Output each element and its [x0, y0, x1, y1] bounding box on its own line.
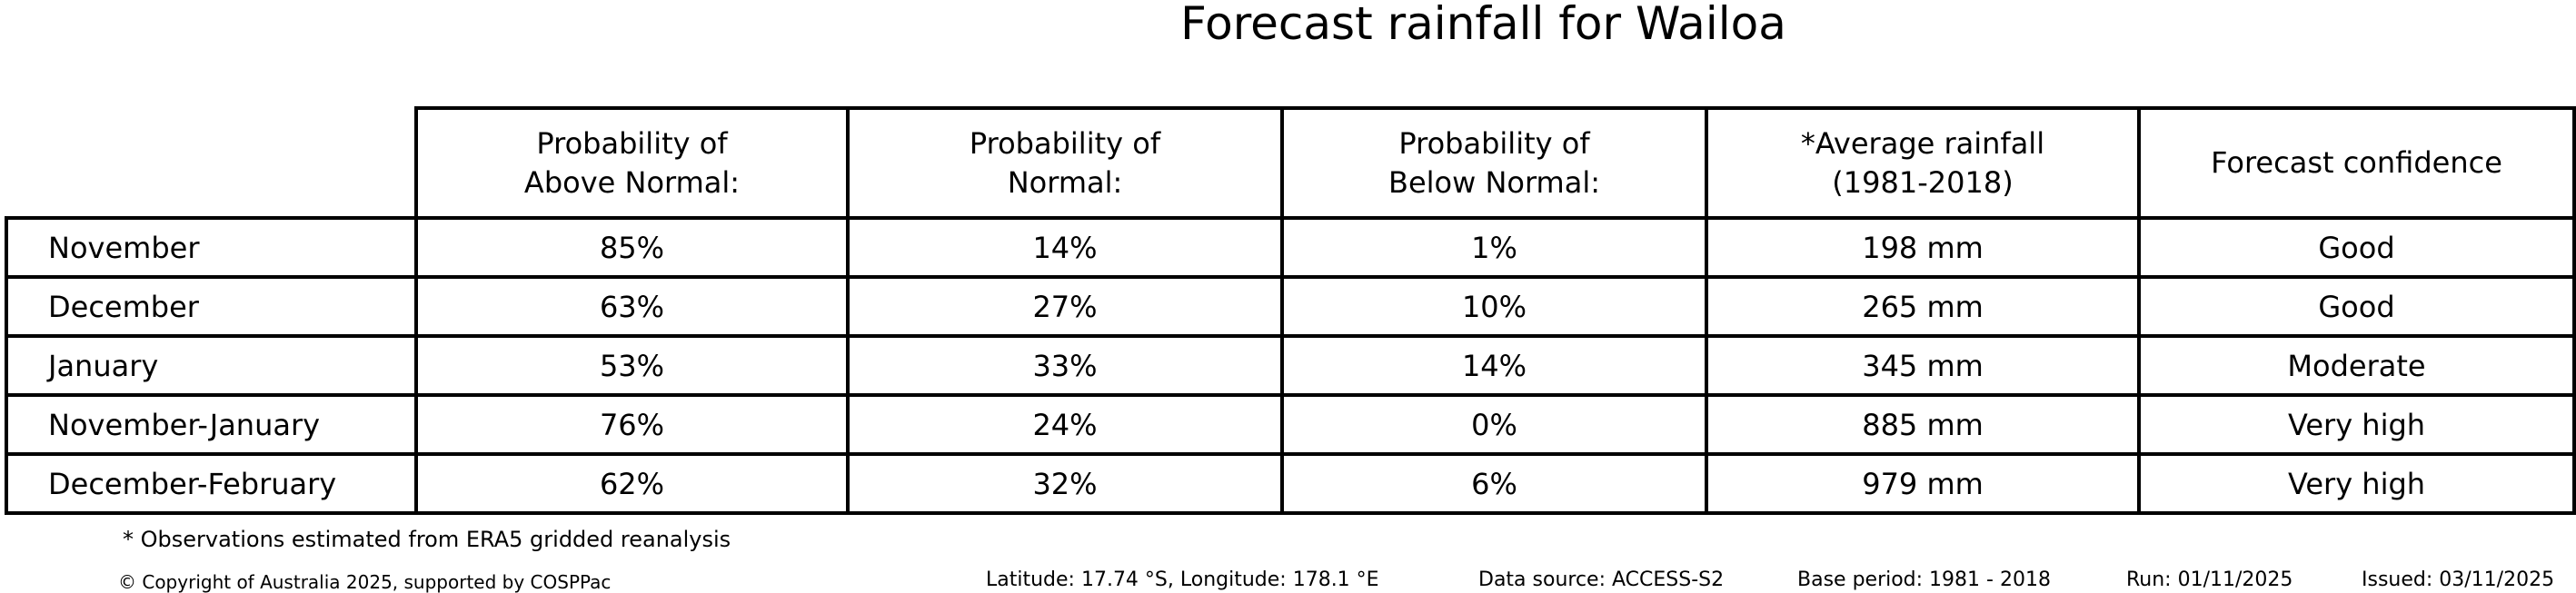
- col-header-prob-above-normal: Probability of Above Normal:: [414, 106, 850, 220]
- cell-prob-above: 63%: [414, 275, 850, 338]
- cell-prob-above: 62%: [414, 452, 850, 515]
- row-label: November: [5, 216, 418, 279]
- col-header-forecast-confidence: Forecast confidence: [2137, 106, 2576, 220]
- cell-average-rainfall: 345 mm: [1705, 334, 2141, 397]
- footer-data-source: Data source: ACCESS-S2: [1478, 568, 1725, 591]
- cell-average-rainfall: 265 mm: [1705, 275, 2141, 338]
- cell-prob-normal: 24%: [846, 393, 1284, 456]
- cell-forecast-confidence: Moderate: [2137, 334, 2576, 397]
- table-row-november-january: November-January 76% 24% 0% 885 mm Very …: [5, 393, 2576, 456]
- table-footnote: * Observations estimated from ERA5 gridd…: [123, 527, 731, 552]
- col-header-prob-below-normal: Probability of Below Normal:: [1280, 106, 1708, 220]
- cell-average-rainfall: 979 mm: [1705, 452, 2141, 515]
- row-label: December: [5, 275, 418, 338]
- footer-copyright: © Copyright of Australia 2025, supported…: [118, 571, 612, 593]
- table-row-january: January 53% 33% 14% 345 mm Moderate: [5, 334, 2576, 397]
- cell-prob-below: 14%: [1280, 334, 1708, 397]
- page-title: Forecast rainfall for Wailoa: [1180, 0, 1786, 50]
- cell-prob-below: 6%: [1280, 452, 1708, 515]
- row-label: November-January: [5, 393, 418, 456]
- footer-run-date: Run: 01/11/2025: [2126, 568, 2293, 591]
- table-row-december-february: December-February 62% 32% 6% 979 mm Very…: [5, 452, 2576, 515]
- col-header-average-rainfall: *Average rainfall (1981-2018): [1705, 106, 2141, 220]
- cell-prob-normal: 33%: [846, 334, 1284, 397]
- cell-prob-below: 0%: [1280, 393, 1708, 456]
- cell-prob-normal: 32%: [846, 452, 1284, 515]
- cell-average-rainfall: 198 mm: [1705, 216, 2141, 279]
- row-label: January: [5, 334, 418, 397]
- row-label: December-February: [5, 452, 418, 515]
- cell-prob-below: 10%: [1280, 275, 1708, 338]
- cell-prob-normal: 27%: [846, 275, 1284, 338]
- cell-prob-above: 53%: [414, 334, 850, 397]
- cell-forecast-confidence: Very high: [2137, 393, 2576, 456]
- header-row: Probability of Above Normal: Probability…: [6, 106, 2576, 220]
- cell-forecast-confidence: Very high: [2137, 452, 2576, 515]
- cell-prob-above: 85%: [414, 216, 850, 279]
- corner-cell: [6, 108, 416, 218]
- col-header-prob-normal: Probability of Normal:: [846, 106, 1284, 220]
- footer-base-period: Base period: 1981 - 2018: [1797, 568, 2051, 591]
- cell-prob-above: 76%: [414, 393, 850, 456]
- forecast-table: Probability of Above Normal: Probability…: [5, 106, 2576, 515]
- cell-average-rainfall: 885 mm: [1705, 393, 2141, 456]
- cell-forecast-confidence: Good: [2137, 275, 2576, 338]
- cell-forecast-confidence: Good: [2137, 216, 2576, 279]
- table-row-december: December 63% 27% 10% 265 mm Good: [5, 275, 2576, 338]
- footer-issued-date: Issued: 03/11/2025: [2362, 568, 2555, 591]
- cell-prob-below: 1%: [1280, 216, 1708, 279]
- footer-location: Latitude: 17.74 °S, Longitude: 178.1 °E: [986, 568, 1379, 591]
- cell-prob-normal: 14%: [846, 216, 1284, 279]
- table-row-november: November 85% 14% 1% 198 mm Good: [5, 216, 2576, 279]
